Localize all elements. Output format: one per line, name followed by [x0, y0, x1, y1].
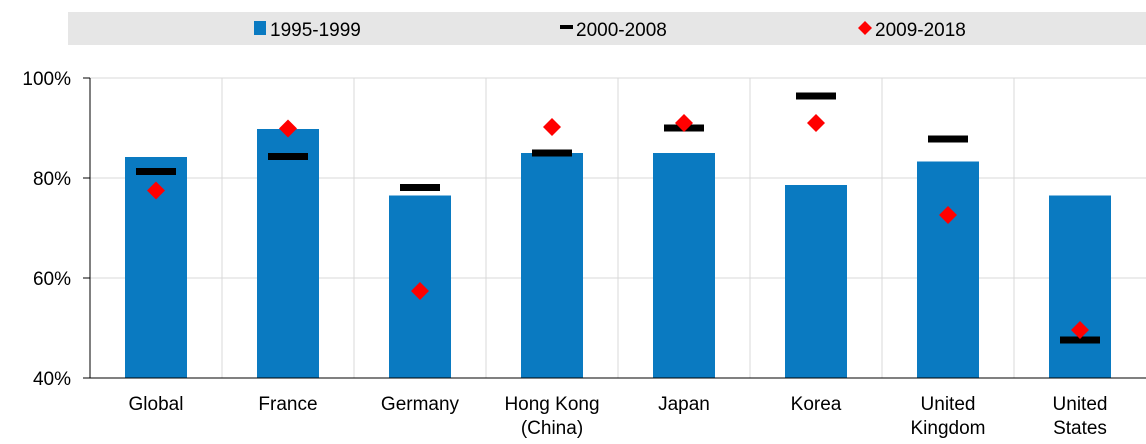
bar	[1049, 195, 1111, 378]
bar	[653, 153, 715, 378]
x-tick-label: United	[1053, 394, 1108, 415]
x-tick-label: (China)	[521, 418, 583, 439]
legend-swatch-bar	[254, 21, 266, 35]
y-tick-label: 100%	[22, 69, 71, 90]
legend-label: 1995-1999	[270, 20, 361, 41]
gridlines	[90, 77, 1146, 378]
x-tick-label: Hong Kong	[504, 394, 599, 415]
x-tick-label: Korea	[791, 394, 842, 415]
y-tick-labels: 40% 60% 80% 100%	[22, 69, 71, 390]
bar	[785, 185, 847, 378]
diamond-marker	[147, 181, 165, 200]
bar	[257, 129, 319, 378]
y-tick-label: 80%	[33, 169, 71, 190]
diamond-marker	[279, 119, 297, 138]
diamond-series	[147, 114, 1089, 339]
x-tick-label: Kingdom	[911, 418, 986, 439]
dash-marker	[796, 92, 836, 100]
x-tick-label: Germany	[381, 394, 460, 415]
diamond-marker	[675, 114, 693, 132]
legend-label: 2009-2018	[875, 20, 966, 41]
diamond-marker	[543, 118, 561, 136]
y-tick-label: 40%	[33, 369, 71, 390]
legend-swatch-dash	[560, 25, 573, 29]
dash-marker	[136, 168, 176, 175]
legend-label: 2000-2008	[576, 20, 667, 41]
y-tick-label: 60%	[33, 269, 71, 290]
bar	[917, 161, 979, 378]
dash-marker	[928, 135, 968, 143]
dash-marker	[1060, 336, 1100, 344]
legend-swatch-diamond	[858, 21, 872, 35]
axes	[83, 77, 1146, 379]
dash-marker	[268, 153, 308, 160]
x-tick-label: Global	[129, 394, 184, 415]
diamond-marker	[1071, 321, 1089, 339]
bar	[521, 153, 583, 378]
x-tick-labels: Global France Germany Hong Kong (China) Japan…	[129, 394, 1108, 439]
legend-background	[68, 12, 1146, 45]
x-tick-label: States	[1053, 418, 1107, 439]
diamond-marker	[807, 114, 825, 132]
dash-marker	[532, 149, 572, 157]
diamond-marker	[411, 282, 429, 300]
bars-series	[125, 129, 1111, 378]
legend: 1995-1999 2000-2008 2009-2018	[68, 12, 1146, 45]
x-tick-label: Japan	[658, 394, 710, 415]
x-tick-label: United	[921, 394, 976, 415]
dash-marker	[400, 184, 440, 191]
x-tick-label: France	[258, 394, 317, 415]
diamond-marker	[939, 206, 957, 224]
